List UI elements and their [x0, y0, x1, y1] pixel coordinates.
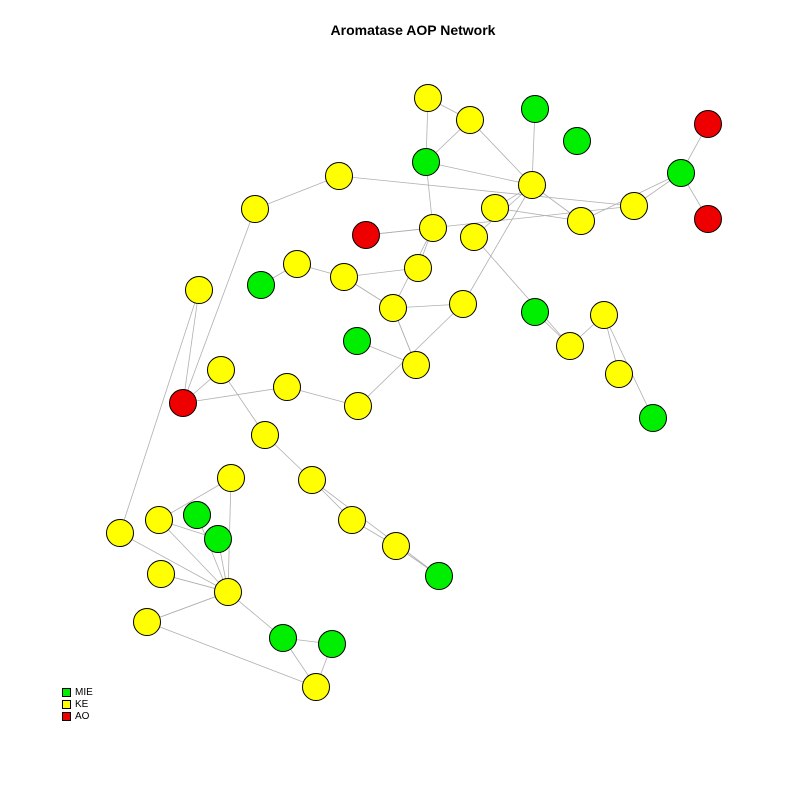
node-mie-n24 — [343, 327, 371, 355]
node-ke-n9 — [620, 192, 648, 220]
edge-n10-n11 — [494, 207, 582, 222]
legend-item-mie: MIE — [62, 686, 93, 698]
node-ke-n17 — [404, 254, 432, 282]
edge-n48-n50 — [146, 621, 317, 688]
legend: MIE KE AO — [62, 686, 93, 722]
node-ao-n31 — [169, 389, 197, 417]
edges-layer — [119, 97, 709, 688]
node-ke-n10 — [481, 194, 509, 222]
node-ke-n45 — [145, 506, 173, 534]
node-ke-n35 — [605, 360, 633, 388]
node-ke-n27 — [344, 392, 372, 420]
node-mie-n26 — [521, 298, 549, 326]
node-mie-n5 — [563, 127, 591, 155]
node-mie-n4 — [521, 95, 549, 123]
node-ke-n48 — [133, 608, 161, 636]
node-ke-n2 — [456, 106, 484, 134]
node-mie-n39 — [425, 562, 453, 590]
node-ke-n7 — [518, 171, 546, 199]
edge-n30-n31 — [182, 386, 288, 404]
edge-n31-n40 — [182, 289, 200, 404]
legend-item-ao: AO — [62, 710, 93, 722]
node-ke-n33 — [556, 332, 584, 360]
node-ke-n44 — [214, 578, 242, 606]
node-mie-n49 — [269, 624, 297, 652]
edge-n7-n23 — [462, 184, 533, 305]
node-ke-n47 — [147, 560, 175, 588]
node-ke-n37 — [251, 421, 279, 449]
node-ke-n11 — [567, 207, 595, 235]
legend-swatch-mie — [62, 687, 71, 697]
node-ke-n25 — [402, 351, 430, 379]
node-mie-n3 — [412, 148, 440, 176]
node-ke-n51 — [338, 506, 366, 534]
node-ke-n40 — [185, 276, 213, 304]
edge-n41-n44 — [119, 532, 229, 593]
edge-n2-n7 — [469, 119, 533, 186]
legend-label-ao: AO — [75, 710, 90, 722]
node-ke-n41 — [106, 519, 134, 547]
legend-swatch-ao — [62, 711, 71, 721]
node-ke-n30 — [273, 373, 301, 401]
node-ke-n50 — [302, 673, 330, 701]
edge-n45-n44 — [158, 519, 229, 593]
node-mie-n19 — [247, 271, 275, 299]
node-ke-n1 — [414, 84, 442, 112]
edge-n31-n28 — [182, 208, 256, 404]
node-ke-n38 — [298, 466, 326, 494]
node-ke-n23 — [449, 290, 477, 318]
edge-n28-n29 — [254, 175, 340, 210]
node-mie-n46 — [204, 525, 232, 553]
edge-n40-n41 — [119, 289, 200, 534]
legend-label-ke: KE — [75, 698, 89, 710]
legend-item-ke: KE — [62, 698, 93, 710]
node-mie-n53 — [318, 630, 346, 658]
edge-n44-n48 — [146, 591, 229, 623]
node-ke-n20 — [330, 263, 358, 291]
legend-swatch-ke — [62, 699, 71, 709]
node-ke-n52 — [382, 532, 410, 560]
node-mie-n42 — [183, 501, 211, 529]
node-ke-n18 — [460, 223, 488, 251]
node-ke-n29 — [325, 162, 353, 190]
edge-n3-n7 — [425, 161, 533, 186]
edge-n38-n39 — [311, 479, 440, 577]
node-mie-n34 — [639, 404, 667, 432]
node-ke-n28 — [241, 195, 269, 223]
node-ke-n15 — [419, 214, 447, 242]
node-ke-n21 — [283, 250, 311, 278]
node-mie-n8 — [667, 159, 695, 187]
node-ao-n13 — [694, 205, 722, 233]
node-ke-n32 — [590, 301, 618, 329]
node-ke-n43 — [217, 464, 245, 492]
legend-label-mie: MIE — [75, 686, 93, 698]
node-ao-n16 — [352, 221, 380, 249]
node-ke-n22 — [379, 294, 407, 322]
node-ke-n36 — [207, 356, 235, 384]
page-title: Aromatase AOP Network — [330, 22, 496, 38]
nodes-layer — [106, 84, 722, 701]
edge-n29-n9 — [338, 175, 635, 207]
node-ao-n6 — [694, 110, 722, 138]
edge-n18-n33 — [473, 236, 571, 347]
